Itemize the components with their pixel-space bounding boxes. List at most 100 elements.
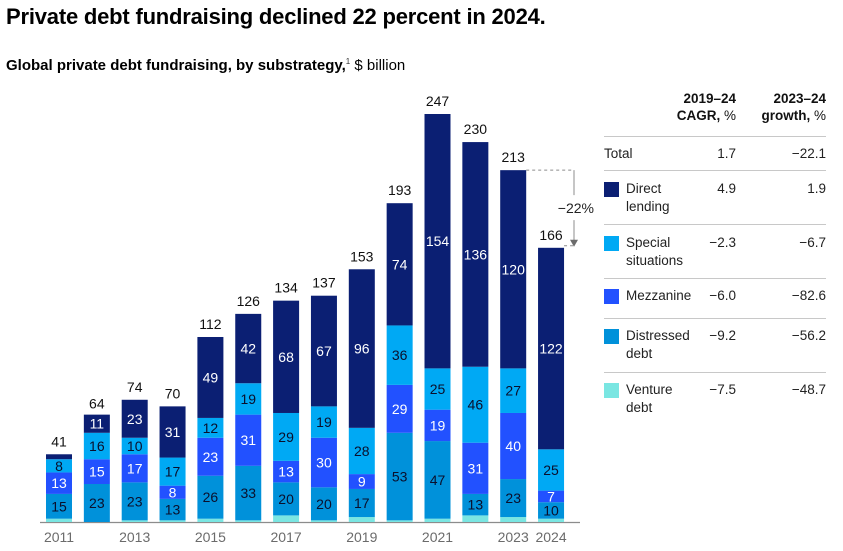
data-label-special_situations: 28	[354, 443, 370, 459]
bar-segment-mezzanine	[500, 412, 527, 480]
total-label: 153	[350, 248, 374, 264]
table-divider	[604, 278, 826, 279]
legend-swatch-mezzanine	[604, 289, 619, 304]
growth-value: −56.2	[791, 328, 826, 343]
table-divider	[604, 224, 826, 225]
bar-segment-direct_lending	[348, 269, 375, 428]
bar-segment-mezzanine	[424, 409, 451, 442]
data-label-mezzanine: 29	[392, 401, 408, 417]
total-label: 134	[274, 280, 298, 296]
row-label: Mezzanine	[626, 288, 692, 303]
bar-segment-direct_lending	[46, 454, 72, 460]
bar-segment-mezzanine	[83, 459, 110, 485]
bar-segment-direct_lending	[83, 414, 110, 433]
data-label-special_situations: 29	[278, 429, 294, 445]
bar-segment-venture_debt	[197, 518, 224, 522]
bar-segment-venture_debt	[538, 518, 565, 522]
bar-segment-venture_debt	[235, 520, 262, 522]
cagr-header-label: CAGR,	[676, 108, 721, 123]
bar-segment-special_situations	[197, 417, 224, 438]
bar-segment-direct_lending	[273, 300, 300, 413]
data-label-distressed_debt: 20	[278, 491, 294, 507]
data-label-direct_lending: 42	[240, 341, 256, 357]
bar-segment-distressed_debt	[348, 488, 375, 518]
row-label-cont: debt	[626, 400, 653, 415]
cagr-header: 2019–24 CAGR, %	[644, 90, 736, 124]
data-label-special_situations: 8	[55, 458, 63, 474]
bar-segment-venture_debt	[348, 517, 375, 522]
bar-segment-direct_lending	[197, 336, 224, 418]
legend-swatch-distressed_debt	[604, 329, 619, 344]
bar-segment-distressed_debt	[424, 441, 451, 519]
data-label-mezzanine: 19	[430, 417, 446, 433]
bar-segment-distressed_debt	[462, 493, 489, 516]
bar-segment-distressed_debt	[46, 493, 72, 519]
bar-segment-direct_lending	[386, 203, 413, 326]
x-tick-label: 2017	[271, 529, 302, 545]
data-label-special_situations: 46	[468, 397, 484, 413]
data-label-direct_lending: 154	[426, 233, 450, 249]
data-label-direct_lending: 31	[165, 424, 181, 440]
data-label-direct_lending: 67	[316, 343, 332, 359]
total-label: 41	[51, 433, 67, 449]
annotation-change-label: −22%	[558, 200, 594, 216]
data-label-direct_lending: 49	[203, 369, 219, 385]
data-label-distressed_debt: 23	[505, 490, 521, 506]
total-label: 112	[199, 316, 222, 332]
growth-value: −82.6	[791, 288, 826, 303]
row-label: Distressed	[626, 328, 690, 343]
data-label-special_situations: 10	[127, 438, 143, 454]
bar-segment-distressed_debt	[121, 482, 148, 521]
data-label-special_situations: 19	[240, 391, 256, 407]
bar-segment-venture_debt	[273, 515, 300, 522]
data-label-direct_lending: 136	[464, 246, 488, 262]
data-label-mezzanine: 9	[358, 474, 366, 490]
data-label-distressed_debt: 13	[468, 497, 484, 513]
bar-segment-mezzanine	[538, 490, 565, 503]
bar-segment-distressed_debt	[310, 487, 337, 521]
data-label-mezzanine: 40	[505, 438, 521, 454]
data-label-distressed_debt: 53	[392, 469, 408, 485]
total-label: 70	[165, 385, 181, 401]
row-label-cont: lending	[626, 199, 670, 214]
cagr-value: 4.9	[717, 181, 736, 196]
cagr-header-metric: CAGR, %	[644, 107, 736, 124]
cagr-header-unit: %	[723, 108, 736, 123]
cagr-value: −9.2	[709, 328, 736, 343]
data-label-direct_lending: 96	[354, 341, 370, 357]
bar-segment-distressed_debt	[386, 432, 413, 521]
bar-segment-distressed_debt	[538, 502, 565, 519]
bar-segment-special_situations	[159, 457, 186, 486]
bar-segment-venture_debt	[121, 520, 148, 522]
data-label-direct_lending: 23	[127, 411, 143, 427]
data-label-direct_lending: 122	[539, 341, 563, 357]
x-tick-label: 2011	[44, 529, 74, 545]
total-label: 166	[539, 227, 563, 243]
total-label: 126	[237, 293, 261, 309]
bar-segment-special_situations	[538, 449, 565, 491]
subtitle-unit: $ billion	[354, 57, 406, 74]
data-label-special_situations: 19	[316, 414, 332, 430]
bar-segment-venture_debt	[500, 517, 527, 522]
total-label: 230	[464, 121, 488, 137]
cagr-value: −7.5	[709, 382, 736, 397]
growth-header-metric: growth, %	[736, 107, 826, 124]
growth-header-label: growth,	[761, 108, 811, 123]
table-divider	[604, 136, 826, 137]
total-label: 213	[502, 149, 526, 165]
bar-segment-direct_lending	[424, 114, 451, 369]
growth-header-unit: %	[813, 108, 826, 123]
bar-segment-special_situations	[121, 437, 148, 455]
total-label: 193	[388, 182, 412, 198]
bar-segment-special_situations	[386, 325, 413, 385]
annotation-arrow-icon	[570, 239, 578, 247]
data-label-distressed_debt: 33	[240, 485, 256, 501]
growth-header: 2023–24 growth, %	[736, 90, 826, 124]
table-divider	[604, 372, 826, 373]
data-label-mezzanine: 7	[547, 488, 555, 504]
subtitle-main: Global private debt fundraising, by subs…	[6, 57, 346, 74]
data-label-direct_lending: 120	[502, 261, 526, 277]
data-label-mezzanine: 31	[468, 460, 484, 476]
data-label-mezzanine: 13	[278, 464, 294, 480]
bar-segment-mezzanine	[348, 474, 375, 489]
